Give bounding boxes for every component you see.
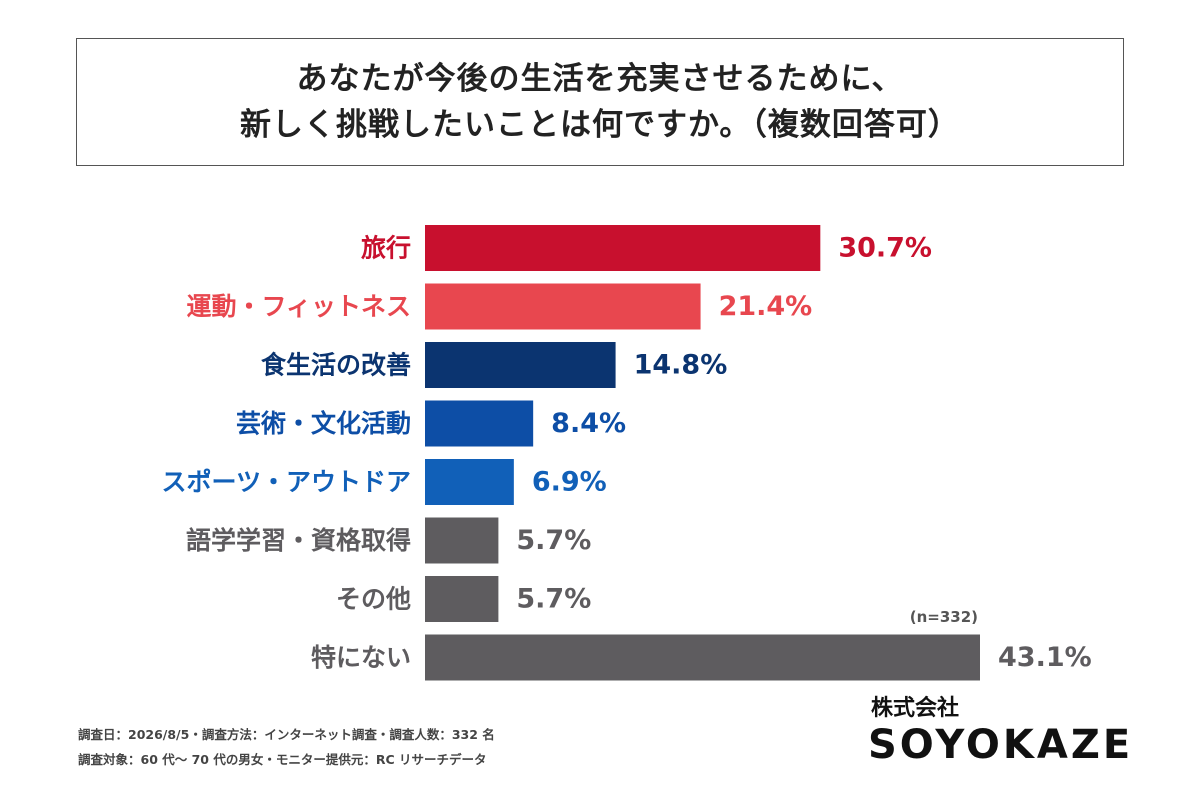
value-label-3: 14.8% — [634, 350, 728, 381]
category-label-8: 特にない — [311, 643, 411, 672]
bar-8 — [425, 634, 980, 681]
value-label-4: 8.4% — [551, 408, 626, 439]
category-label-1: 旅行 — [361, 234, 411, 263]
value-label-7: 5.7% — [516, 584, 591, 615]
sample-size-note: (n=332) — [909, 608, 978, 626]
category-label-6: 語学学習・資格取得 — [186, 526, 411, 555]
bar-2 — [425, 283, 701, 330]
survey-info-line-2: 調査対象：60 代〜 70 代の男女・モニター提供元：RC リサーチデータ — [78, 752, 487, 767]
value-label-6: 5.7% — [516, 525, 591, 556]
company-logo-en: SOYOKAZE — [868, 722, 1134, 768]
chart-title-line-1: あなたが今後の生活を充実させるために、 — [296, 61, 904, 97]
bar-5 — [425, 459, 514, 505]
title-box: あなたが今後の生活を充実させるために、 新しく挑戦したいことは何ですか。（複数回… — [76, 38, 1124, 166]
category-label-7: その他 — [336, 585, 411, 614]
bar-3 — [425, 342, 616, 388]
company-logo-jp: 株式会社 — [871, 696, 960, 721]
value-label-1: 30.7% — [838, 233, 932, 264]
category-label-5: スポーツ・アウトドア — [161, 468, 411, 497]
category-label-4: 芸術・文化活動 — [236, 409, 411, 438]
chart-title-line-2: 新しく挑戦したいことは何ですか。（複数回答可） — [240, 107, 960, 143]
bar-1 — [425, 225, 821, 271]
value-label-5: 6.9% — [532, 467, 607, 498]
value-label-8: 43.1% — [998, 642, 1092, 673]
value-label-2: 21.4% — [719, 291, 813, 322]
survey-info-line-1: 調査日：2026/8/5・調査方法：インターネット調査・調査人数：332 名 — [78, 727, 495, 742]
bar-7 — [425, 576, 499, 622]
bar-4 — [425, 400, 534, 447]
bar-6 — [425, 517, 499, 564]
category-label-2: 運動・フィットネス — [186, 292, 411, 321]
category-label-3: 食生活の改善 — [261, 351, 411, 380]
